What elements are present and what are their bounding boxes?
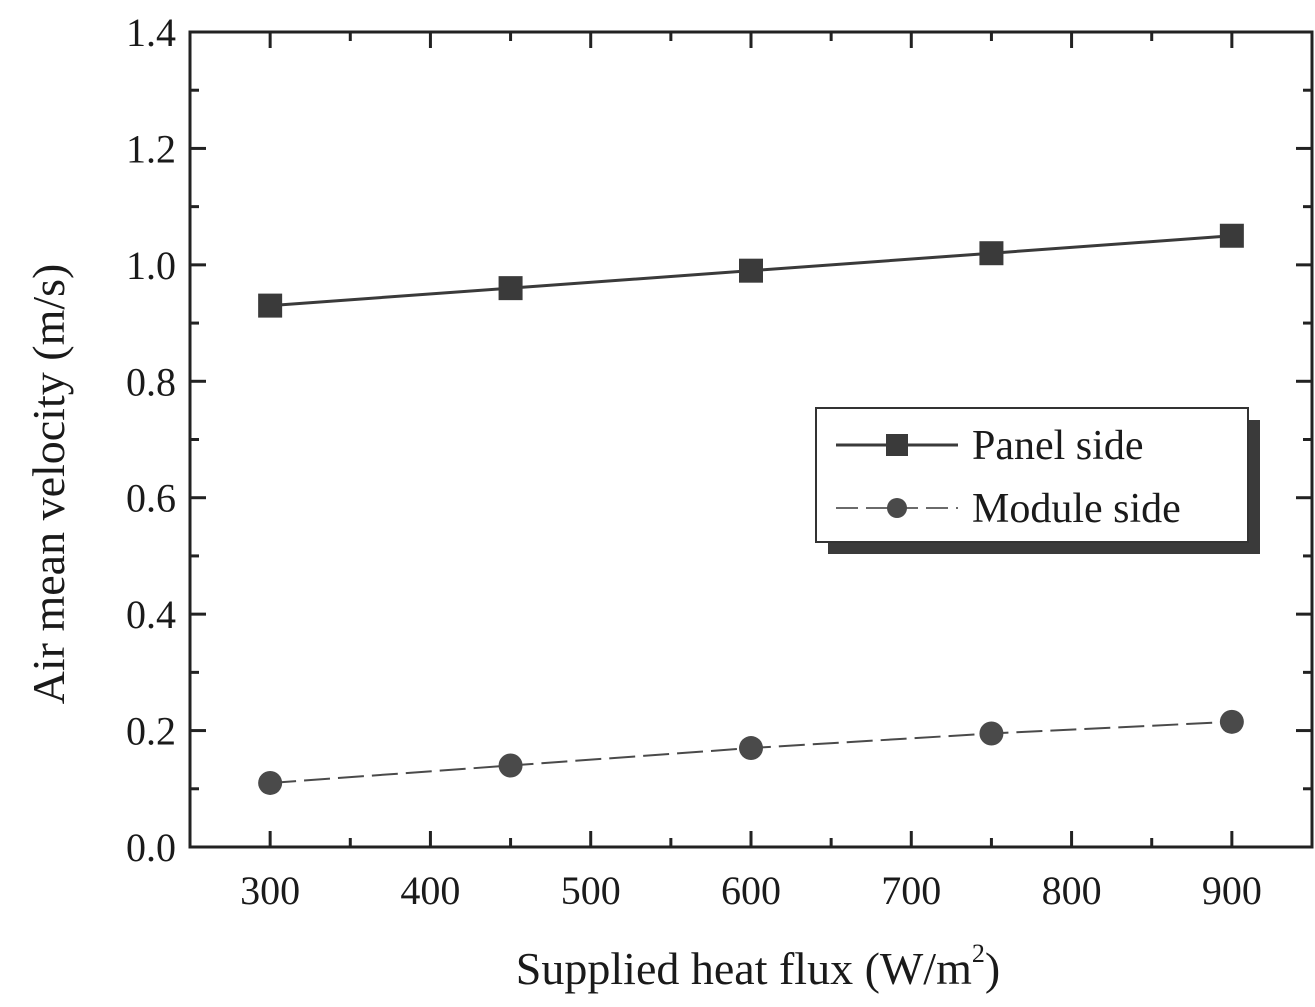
legend-box: [815, 407, 1249, 543]
data-point-module: [258, 770, 283, 795]
x-tick-label: 900: [1202, 868, 1262, 913]
y-tick-label: 1.0: [126, 243, 176, 288]
legend-marker-panel: [886, 434, 908, 456]
y-tick-label: 0.0: [126, 825, 176, 870]
legend: Panel side Module side: [815, 407, 1260, 554]
data-point-panel: [739, 258, 763, 283]
data-point-panel: [1219, 223, 1244, 248]
y-tick-label: 1.2: [126, 126, 176, 171]
axis-ticks: [188, 30, 1314, 849]
series-points: [258, 223, 1244, 795]
legend-label-module: Module side: [972, 486, 1181, 532]
y-tick-label: 0.4: [126, 592, 176, 637]
data-point-panel: [258, 293, 283, 318]
x-tick-label: 800: [1042, 868, 1102, 913]
x-tick-label: 700: [881, 868, 941, 913]
data-point-module: [498, 753, 523, 778]
data-point-module: [979, 721, 1004, 746]
data-point-panel: [979, 241, 1004, 266]
data-point-panel: [498, 276, 523, 301]
y-tick-label: 0.8: [126, 359, 176, 404]
data-point-module: [739, 736, 763, 761]
y-tick-labels: 0.0 0.2 0.4 0.6 0.8 1.0 1.2 1.4: [126, 10, 176, 870]
x-tick-label: 300: [240, 868, 300, 913]
x-tick-label: 500: [561, 868, 621, 913]
x-axis-title: Supplied heat flux (W/m2): [516, 939, 1000, 994]
y-tick-label: 0.6: [126, 476, 176, 521]
x-tick-labels: 300 400 500 600 700 800 900: [240, 868, 1262, 913]
legend-label-panel: Panel side: [972, 423, 1143, 469]
x-tick-label: 400: [400, 868, 460, 913]
legend-marker-module: [887, 498, 907, 518]
x-tick-label: 600: [721, 868, 781, 913]
data-point-module: [1219, 709, 1244, 734]
y-axis-title: Air mean velocity (m/s): [23, 264, 74, 705]
y-tick-label: 1.4: [126, 10, 176, 55]
y-tick-label: 0.2: [126, 709, 176, 754]
